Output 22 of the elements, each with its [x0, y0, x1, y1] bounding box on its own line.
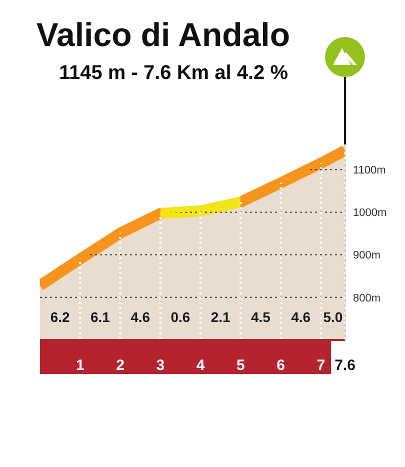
- y-tick-label: 1000m: [353, 207, 387, 220]
- x-tick-label: 3: [156, 357, 165, 374]
- annotation: 4.6: [130, 309, 150, 325]
- annotation: 6.1: [90, 309, 110, 325]
- x-tick-label: 7.6: [334, 357, 356, 374]
- x-tick-label: 5: [236, 357, 245, 374]
- y-tick-label: 800m: [353, 292, 381, 304]
- annotation: 6.2: [50, 309, 70, 325]
- y-tick-label: 900m: [353, 250, 381, 262]
- annotation: 2.1: [210, 309, 230, 325]
- annotation: 0.6: [170, 309, 190, 325]
- x-tick-label: 4: [196, 357, 206, 374]
- x-tick-label: 2: [116, 357, 124, 374]
- y-tick-label: 1100m: [353, 164, 386, 177]
- annotation: 4.5: [250, 309, 270, 325]
- x-tick-label: 1: [76, 357, 84, 374]
- chart-title: Valico di Andalo: [36, 16, 290, 53]
- annotation: 4.6: [291, 309, 311, 325]
- annotation: 5.0: [323, 309, 343, 325]
- x-tick-label: 6: [276, 357, 285, 374]
- x-tick-label: 7: [316, 357, 326, 374]
- chart-subtitle: 1145 m - 7.6 Km al 4.2 %: [58, 62, 288, 84]
